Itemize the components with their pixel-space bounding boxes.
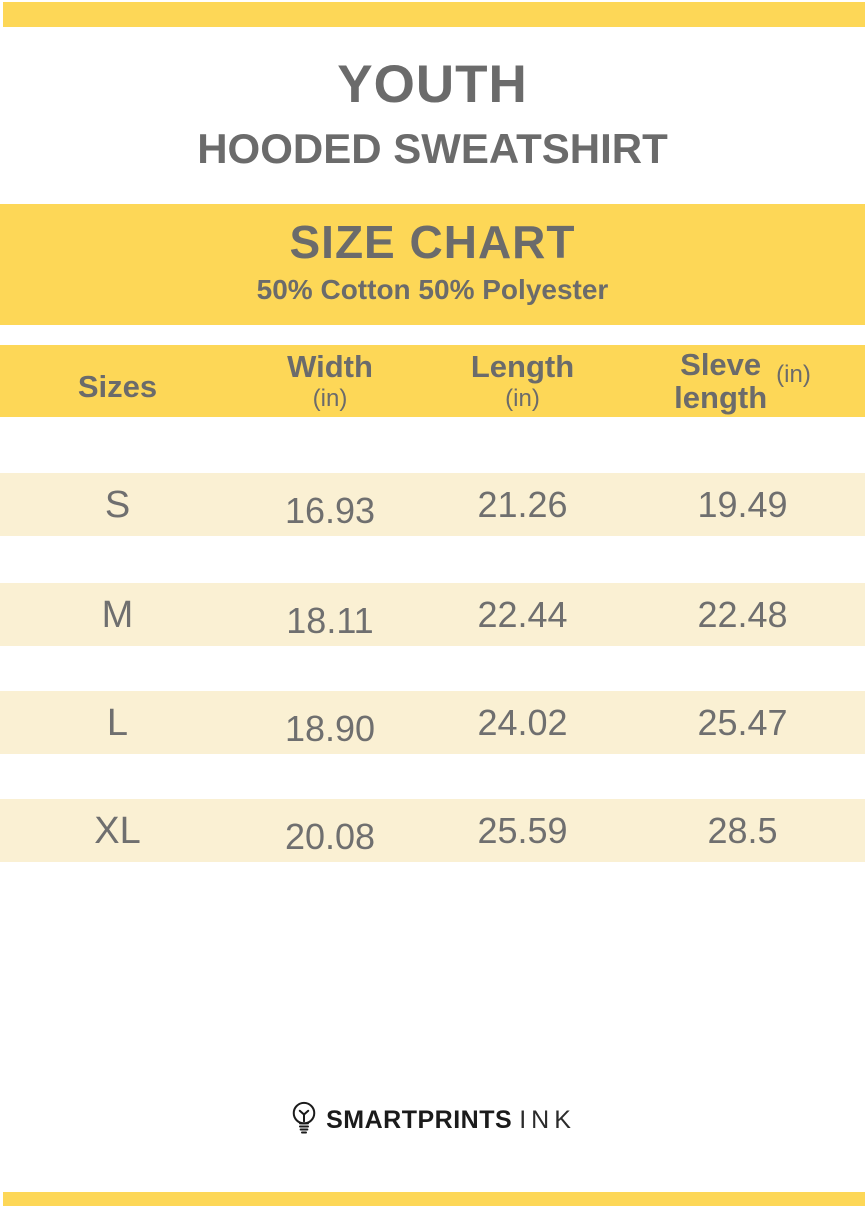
header-width: Width (in) bbox=[235, 348, 425, 412]
length-cell: 24.02 bbox=[477, 701, 568, 743]
size-cell: XL bbox=[94, 809, 141, 852]
header-sizes: Sizes bbox=[77, 369, 158, 404]
length-cell: 21.26 bbox=[477, 483, 568, 525]
length-cell: 22.44 bbox=[477, 593, 568, 635]
banner-title: SIZE CHART bbox=[289, 216, 576, 268]
product-subtitle: HOODED SWEATSHIRT bbox=[197, 125, 668, 172]
size-cell: S bbox=[104, 483, 131, 526]
lightbulb-icon bbox=[292, 1101, 316, 1134]
header-sleeve-line1: Sleve bbox=[680, 347, 762, 382]
width-cell: 20.08 bbox=[284, 815, 376, 857]
bottom-accent-bar bbox=[3, 1192, 865, 1206]
header-sleeve: Sleve length (in) bbox=[620, 348, 865, 414]
brand-name-bold: SMARTPRINTS bbox=[326, 1105, 513, 1134]
top-accent-bar bbox=[3, 2, 865, 27]
sleeve-cell: 25.47 bbox=[697, 701, 788, 743]
header-length-unit: (in) bbox=[505, 384, 540, 412]
header-sleeve-line2: length bbox=[674, 380, 768, 415]
header-sleeve-unit: (in) bbox=[776, 361, 811, 388]
header-width-label: Width bbox=[287, 348, 373, 384]
size-cell: L bbox=[106, 701, 129, 744]
size-cell: M bbox=[101, 593, 134, 636]
sleeve-cell: 22.48 bbox=[697, 593, 788, 635]
header-sleeve-label: Sleve length bbox=[674, 348, 767, 414]
product-title: YOUTH bbox=[337, 55, 528, 114]
table-header-row: Sizes Width (in) Length (in) Sleve lengt… bbox=[0, 345, 865, 417]
length-cell: 25.59 bbox=[477, 809, 568, 851]
table-row: M 18.11 22.44 22.48 bbox=[0, 583, 865, 646]
width-cell: 18.90 bbox=[284, 707, 376, 749]
width-cell: 18.11 bbox=[286, 599, 374, 641]
header-width-unit: (in) bbox=[312, 384, 348, 412]
table-row: XL 20.08 25.59 28.5 bbox=[0, 799, 865, 862]
header-length: Length (in) bbox=[425, 348, 620, 412]
sleeve-cell: 19.49 bbox=[697, 483, 788, 525]
banner-material: 50% Cotton 50% Polyester bbox=[256, 274, 609, 305]
size-chart-banner: SIZE CHART 50% Cotton 50% Polyester bbox=[0, 204, 865, 325]
table-row: L 18.90 24.02 25.47 bbox=[0, 691, 865, 754]
brand-name-light: INK bbox=[519, 1105, 576, 1134]
sleeve-cell: 28.5 bbox=[707, 809, 778, 851]
header-length-label: Length bbox=[470, 348, 575, 384]
brand-logo: SMARTPRINTS INK bbox=[0, 1100, 865, 1140]
table-row: S 16.93 21.26 19.49 bbox=[0, 473, 865, 536]
width-cell: 16.93 bbox=[284, 489, 376, 531]
